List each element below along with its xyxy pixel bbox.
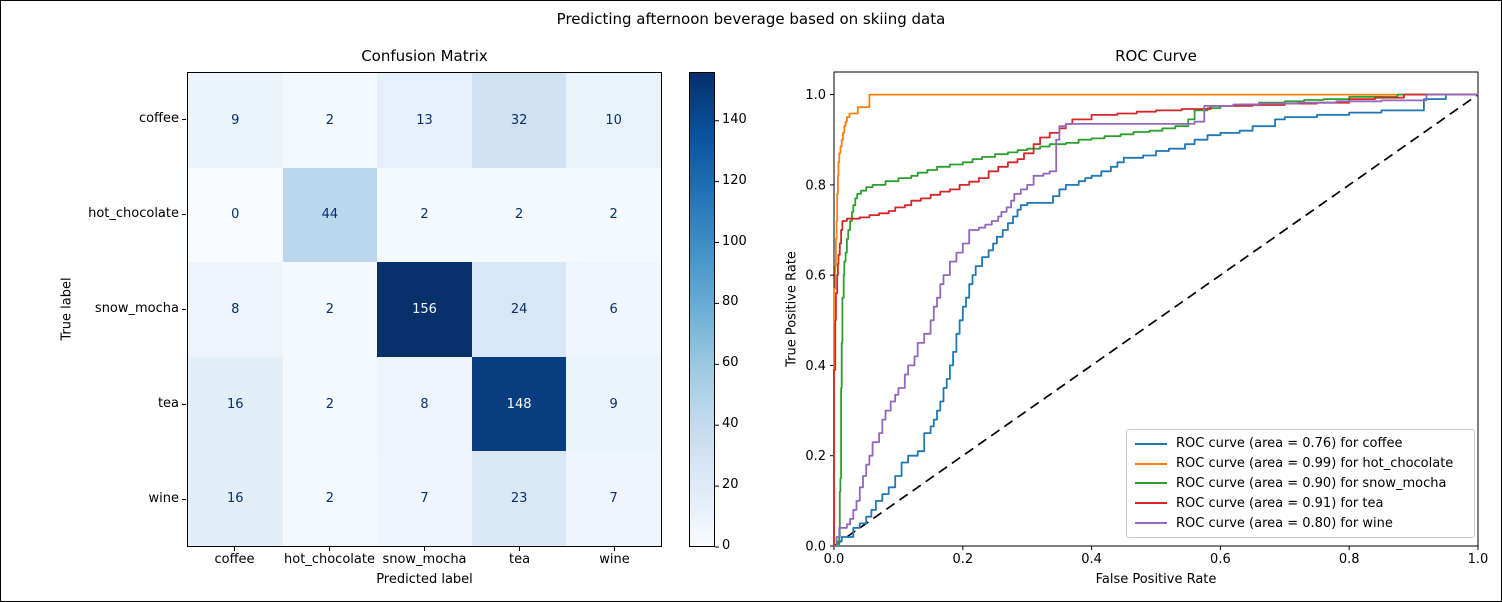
- confusion-matrix-heatmap: 9 2 13 32 10 0 44 2 2 2 8 2 156 24 6 16 2 8 148 9 16 2 7 23 7: [187, 72, 662, 547]
- legend-label: ROC curve (area = 0.99) for hot_chocolat…: [1176, 456, 1454, 472]
- roc-y-tick-label: 0.6: [805, 269, 826, 284]
- roc-x-tick-label: 0.6: [1210, 552, 1231, 567]
- cm-col-label-tea: tea: [508, 552, 531, 567]
- colorbar-tick-40: 40: [722, 416, 739, 432]
- roc-x-tick-label: 0.4: [1081, 552, 1102, 567]
- matrix-cell-hot_chocolate-hot_chocolate: 44: [282, 167, 378, 263]
- colorbar-tick-140: 140: [722, 111, 747, 127]
- roc-x-tick-label: 0.0: [824, 552, 845, 567]
- roc-y-tick-label: 0.0: [805, 540, 826, 555]
- cm-col-label-hot_chocolate: hot_chocolate: [284, 552, 375, 567]
- legend-line-swatch-tea: [1135, 502, 1167, 505]
- matrix-cell-hot_chocolate-wine: 2: [566, 167, 661, 263]
- figure-title: Predicting afternoon beverage based on s…: [556, 10, 946, 28]
- legend-entry-coffee: ROC curve (area = 0.76) for coffee: [1135, 436, 1466, 451]
- legend-entry-wine: ROC curve (area = 0.80) for wine: [1135, 516, 1466, 531]
- legend-label: ROC curve (area = 0.90) for snow_mocha: [1176, 475, 1447, 491]
- roc-xlabel: False Positive Rate: [1095, 572, 1217, 587]
- matrix-cell-coffee-coffee: 9: [188, 73, 283, 168]
- colorbar-tick-100: 100: [722, 233, 747, 249]
- roc-x-tick-label: 1.0: [1468, 552, 1489, 567]
- roc-curve-tea: [833, 93, 1478, 546]
- matrix-cell-tea-coffee: 16: [188, 356, 283, 452]
- cm-row-label-wine: wine: [148, 490, 179, 506]
- legend-entry-hot_chocolate: ROC curve (area = 0.99) for hot_chocolat…: [1135, 456, 1466, 471]
- colorbar-tick-20: 20: [722, 477, 739, 493]
- matrix-cell-coffee-tea: 32: [471, 73, 567, 168]
- confusion-matrix-title: Confusion Matrix: [361, 47, 488, 65]
- roc-title: ROC Curve: [1115, 47, 1197, 65]
- matrix-cell-snow_mocha-coffee: 8: [188, 262, 283, 357]
- matrix-cell-snow_mocha-snow_mocha: 156: [377, 262, 472, 357]
- matrix-cell-tea-wine: 9: [566, 356, 661, 452]
- roc-curve-coffee: [834, 93, 1478, 547]
- matrix-cell-snow_mocha-tea: 24: [471, 262, 567, 357]
- matrix-cell-hot_chocolate-tea: 2: [471, 167, 567, 263]
- roc-y-tick-label: 0.4: [805, 359, 826, 374]
- matrix-cell-coffee-hot_chocolate: 2: [282, 73, 378, 168]
- matrix-cell-hot_chocolate-coffee: 0: [188, 167, 283, 263]
- roc-y-tick-label: 0.8: [805, 178, 826, 193]
- legend-line-swatch-snow_mocha: [1135, 482, 1167, 485]
- matrix-cell-tea-snow_mocha: 8: [377, 356, 472, 452]
- roc-curve-wine: [834, 93, 1478, 547]
- legend-line-swatch-hot_chocolate: [1135, 462, 1167, 465]
- matrix-cell-wine-snow_mocha: 7: [377, 451, 472, 546]
- matrix-cell-tea-hot_chocolate: 2: [282, 356, 378, 452]
- cm-row-label-coffee: coffee: [138, 110, 179, 126]
- roc-y-tick-label: 0.2: [805, 449, 826, 464]
- matrix-cell-snow_mocha-wine: 6: [566, 262, 661, 357]
- colorbar-tick-120: 120: [722, 172, 747, 188]
- legend-label: ROC curve (area = 0.76) for coffee: [1176, 436, 1403, 452]
- legend-line-swatch-wine: [1135, 522, 1167, 525]
- roc-curve-hot_chocolate: [833, 93, 1478, 546]
- matrix-cell-coffee-snow_mocha: 13: [377, 73, 472, 168]
- cm-row-label-hot_chocolate: hot_chocolate: [88, 205, 179, 221]
- matrix-cell-snow_mocha-hot_chocolate: 2: [282, 262, 378, 357]
- legend-label: ROC curve (area = 0.80) for wine: [1176, 515, 1393, 531]
- matrix-cell-coffee-wine: 10: [566, 73, 661, 168]
- matrix-cell-wine-tea: 23: [471, 451, 567, 546]
- roc-y-tick-label: 1.0: [805, 88, 826, 103]
- matrix-cell-tea-tea: 148: [471, 356, 567, 452]
- colorbar-tick-60: 60: [722, 355, 739, 371]
- matrix-cell-wine-hot_chocolate: 2: [282, 451, 378, 546]
- colorbar: [689, 72, 715, 547]
- cm-col-label-coffee: coffee: [214, 552, 255, 567]
- roc-legend: ROC curve (area = 0.76) for coffee ROC cu…: [1126, 429, 1475, 538]
- chance-diagonal-line: [833, 93, 1479, 547]
- cm-col-label-snow_mocha: snow_mocha: [382, 552, 467, 567]
- cm-row-label-tea: tea: [157, 395, 179, 411]
- matrix-cell-wine-wine: 7: [566, 451, 661, 546]
- legend-entry-snow_mocha: ROC curve (area = 0.90) for snow_mocha: [1135, 476, 1466, 491]
- roc-x-tick-label: 0.8: [1339, 552, 1360, 567]
- matrix-cell-wine-coffee: 16: [188, 451, 283, 546]
- roc-curve-snow_mocha: [834, 93, 1478, 547]
- colorbar-tick-80: 80: [722, 294, 739, 310]
- cm-col-label-wine: wine: [599, 552, 630, 567]
- colorbar-tick-0: 0: [722, 538, 731, 553]
- legend-line-swatch-coffee: [1135, 442, 1167, 445]
- roc-ylabel: True Positive Rate: [784, 251, 800, 367]
- matrix-cell-hot_chocolate-snow_mocha: 2: [377, 167, 472, 263]
- cm-row-label-snow_mocha: snow_mocha: [94, 300, 179, 316]
- legend-entry-tea: ROC curve (area = 0.91) for tea: [1135, 496, 1466, 511]
- roc-x-tick-label: 0.2: [952, 552, 973, 567]
- legend-label: ROC curve (area = 0.91) for tea: [1176, 495, 1384, 511]
- confusion-matrix-xlabel: Predicted label: [376, 572, 473, 587]
